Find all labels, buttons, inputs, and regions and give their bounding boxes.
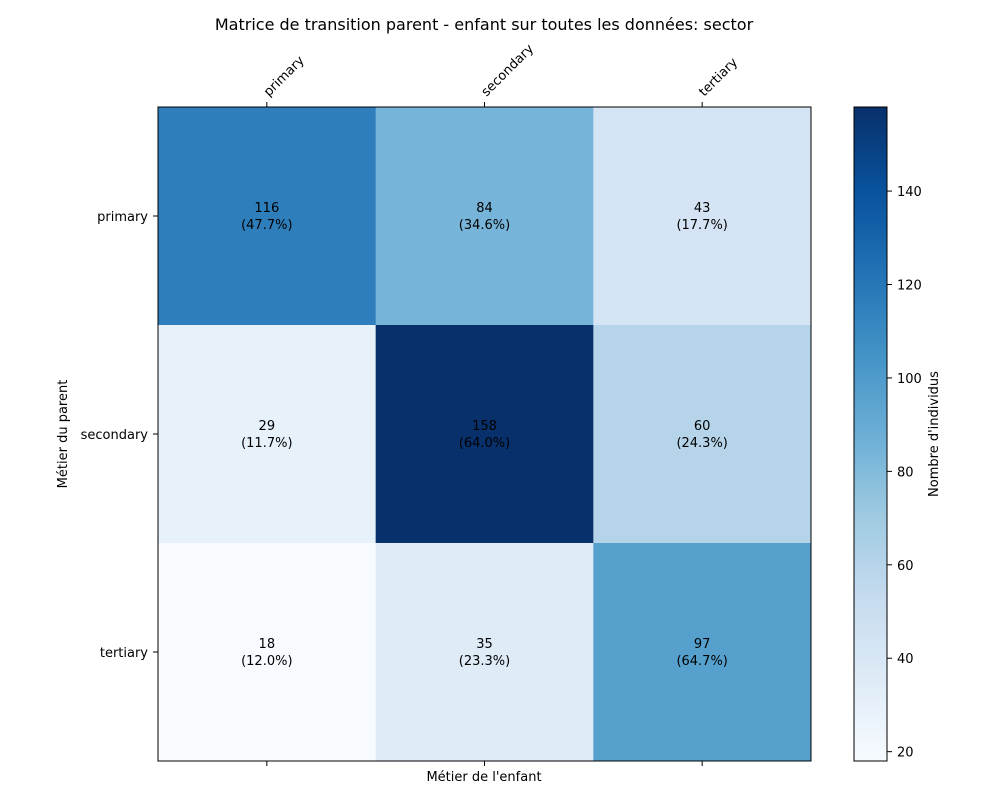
heatmap-cell <box>375 107 594 326</box>
cell-percent-label: (12.0%) <box>241 654 292 669</box>
cell-value-label: 116 <box>254 201 279 216</box>
heatmap-cell <box>593 543 812 762</box>
cell-percent-label: (64.0%) <box>459 436 510 451</box>
cell-percent-label: (23.3%) <box>459 654 510 669</box>
x-tick-label: secondary <box>479 41 537 99</box>
colorbar-tick-label: 120 <box>897 279 922 294</box>
heatmap-cell <box>158 107 377 326</box>
cell-value-label: 158 <box>472 419 497 434</box>
cell-percent-label: (17.7%) <box>676 218 727 233</box>
x-tick-label: tertiary <box>696 55 741 100</box>
colorbar-tick-label: 140 <box>897 185 922 200</box>
heatmap-cell <box>375 325 594 544</box>
cell-value-label: 18 <box>259 637 276 652</box>
cell-percent-label: (47.7%) <box>241 218 292 233</box>
cell-percent-label: (11.7%) <box>241 436 292 451</box>
colorbar <box>853 106 888 762</box>
colorbar-tick-label: 60 <box>897 559 914 574</box>
cell-value-label: 84 <box>476 201 493 216</box>
heatmap-cell <box>593 325 812 544</box>
y-tick-label: tertiary <box>100 646 148 661</box>
colorbar-tick-label: 20 <box>897 746 914 761</box>
heatmap-cell <box>593 107 812 326</box>
heatmap-cells <box>158 107 812 762</box>
chart-title: Matrice de transition parent - enfant su… <box>215 15 754 34</box>
x-tick-label: primary <box>261 53 308 100</box>
heatmap-cell <box>375 543 594 762</box>
cell-value-label: 60 <box>694 419 711 434</box>
cell-value-label: 29 <box>259 419 276 434</box>
colorbar-label: Nombre d'individus <box>927 371 942 497</box>
cell-percent-label: (34.6%) <box>459 218 510 233</box>
cell-value-label: 43 <box>694 201 711 216</box>
cell-value-label: 35 <box>476 637 493 652</box>
x-axis-label: Métier de l'enfant <box>426 770 541 785</box>
heatmap-cell <box>158 543 377 762</box>
y-axis-label: Métier du parent <box>56 380 71 489</box>
y-tick-label: primary <box>97 210 148 225</box>
cell-labels: 116 (47.7%) 84 (34.6%) 43 (17.7%) 29 (11.7%) 158… <box>241 201 728 669</box>
colorbar-tick-label: 100 <box>897 372 922 387</box>
colorbar-tick-label: 80 <box>897 465 914 480</box>
y-axis-ticks: primary secondary tertiary <box>81 210 158 661</box>
y-tick-label: secondary <box>81 428 149 443</box>
colorbar-tick-label: 40 <box>897 652 914 667</box>
cell-percent-label: (64.7%) <box>676 654 727 669</box>
cell-percent-label: (24.3%) <box>676 436 727 451</box>
colorbar-ticks: 20 40 60 80 100 120 140 <box>887 185 922 761</box>
heatmap-cell <box>158 325 377 544</box>
cell-value-label: 97 <box>694 637 711 652</box>
